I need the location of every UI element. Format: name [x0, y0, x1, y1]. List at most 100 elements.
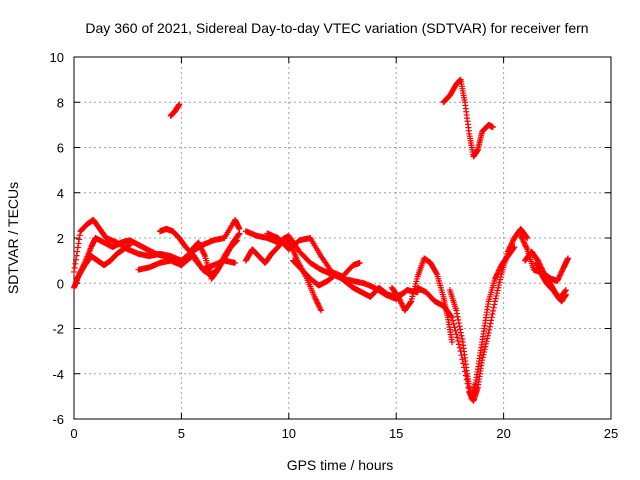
data-point: [235, 231, 242, 238]
data-point: [521, 239, 528, 246]
series-arc-11: [290, 257, 408, 300]
data-point: [316, 304, 323, 311]
y-tick-label: -4: [52, 367, 64, 382]
data-point: [508, 240, 515, 247]
data-point: [519, 236, 526, 243]
data-point: [491, 301, 498, 308]
data-point: [232, 238, 239, 245]
series-arc-9: [242, 235, 325, 314]
y-axis-label: SDTVAR / TECUs: [5, 182, 21, 294]
data-point: [455, 316, 462, 323]
x-tick-label: 20: [496, 426, 510, 441]
data-point: [74, 244, 81, 251]
data-point: [453, 310, 460, 317]
data-point: [495, 284, 502, 291]
data-point: [401, 289, 408, 296]
data-point: [456, 344, 463, 351]
x-tick-label: 10: [282, 426, 296, 441]
data-point: [509, 239, 516, 246]
data-point: [396, 296, 403, 303]
data-point: [314, 300, 321, 307]
data-point: [453, 307, 460, 314]
data-point: [314, 299, 321, 306]
data-point: [236, 230, 243, 237]
data-point: [555, 275, 562, 282]
data-point: [483, 338, 490, 345]
data-point: [490, 304, 497, 311]
y-tick-label: 2: [57, 231, 64, 246]
data-point: [197, 243, 204, 250]
data-point: [455, 320, 462, 327]
x-axis-label: GPS time / hours: [287, 457, 394, 473]
series-arc-12: [388, 255, 456, 346]
data-point: [494, 270, 501, 277]
data-point: [356, 259, 363, 266]
data-point: [449, 314, 456, 321]
data-point: [126, 241, 133, 248]
data-point: [488, 317, 495, 324]
series-arc-6: [189, 237, 241, 282]
data-point: [556, 273, 563, 280]
data-point: [518, 234, 525, 241]
data-point: [395, 293, 402, 300]
data-point: [200, 249, 207, 256]
data-point: [397, 297, 404, 304]
chart-title: Day 360 of 2021, Sidereal Day-to-day VTE…: [85, 20, 588, 36]
data-point: [313, 297, 320, 304]
series-arc-7: [167, 101, 183, 119]
data-point: [456, 323, 463, 330]
data-point: [482, 343, 489, 350]
data-point: [73, 252, 80, 259]
y-tick-label: 10: [50, 50, 64, 65]
data-point: [453, 331, 460, 338]
y-tick-label: -6: [52, 412, 64, 427]
data-point: [497, 264, 504, 271]
data-point: [454, 334, 461, 341]
data-point: [199, 247, 206, 254]
series-arc-3: [75, 241, 133, 280]
series-arc-15: [440, 76, 496, 160]
data-point: [316, 303, 323, 310]
data-point: [493, 292, 500, 299]
data-point: [448, 313, 455, 320]
data-point: [450, 320, 457, 327]
data-point: [201, 251, 208, 258]
data-point: [496, 279, 503, 286]
series-arc-17: [522, 248, 572, 284]
data-point: [482, 340, 489, 347]
data-point: [485, 330, 492, 337]
series-arc-18: [532, 259, 569, 305]
data-point: [495, 268, 502, 275]
data-point: [496, 266, 503, 273]
data-point: [76, 236, 83, 243]
data-point: [395, 295, 402, 302]
data-points: [71, 76, 572, 404]
data-point: [565, 255, 572, 262]
data-point: [510, 237, 517, 244]
data-point: [318, 307, 325, 314]
data-point: [459, 335, 466, 342]
data-point: [486, 323, 493, 330]
data-point: [492, 295, 499, 302]
data-point: [315, 301, 322, 308]
y-tick-label: 8: [57, 95, 64, 110]
data-point: [455, 337, 462, 344]
data-point: [495, 267, 502, 274]
data-point: [486, 326, 493, 333]
data-point: [196, 240, 203, 247]
data-point: [554, 277, 561, 284]
data-point: [489, 311, 496, 318]
data-point: [449, 317, 456, 324]
data-point: [457, 329, 464, 336]
data-point: [196, 242, 203, 249]
data-point: [455, 341, 462, 348]
data-point: [451, 324, 458, 331]
data-point: [233, 237, 240, 244]
data-point: [522, 242, 529, 249]
data-point: [481, 349, 488, 356]
data-point: [497, 273, 504, 280]
data-point: [457, 326, 464, 333]
x-tick-label: 15: [389, 426, 403, 441]
data-point: [558, 268, 565, 275]
data-point: [492, 275, 499, 282]
